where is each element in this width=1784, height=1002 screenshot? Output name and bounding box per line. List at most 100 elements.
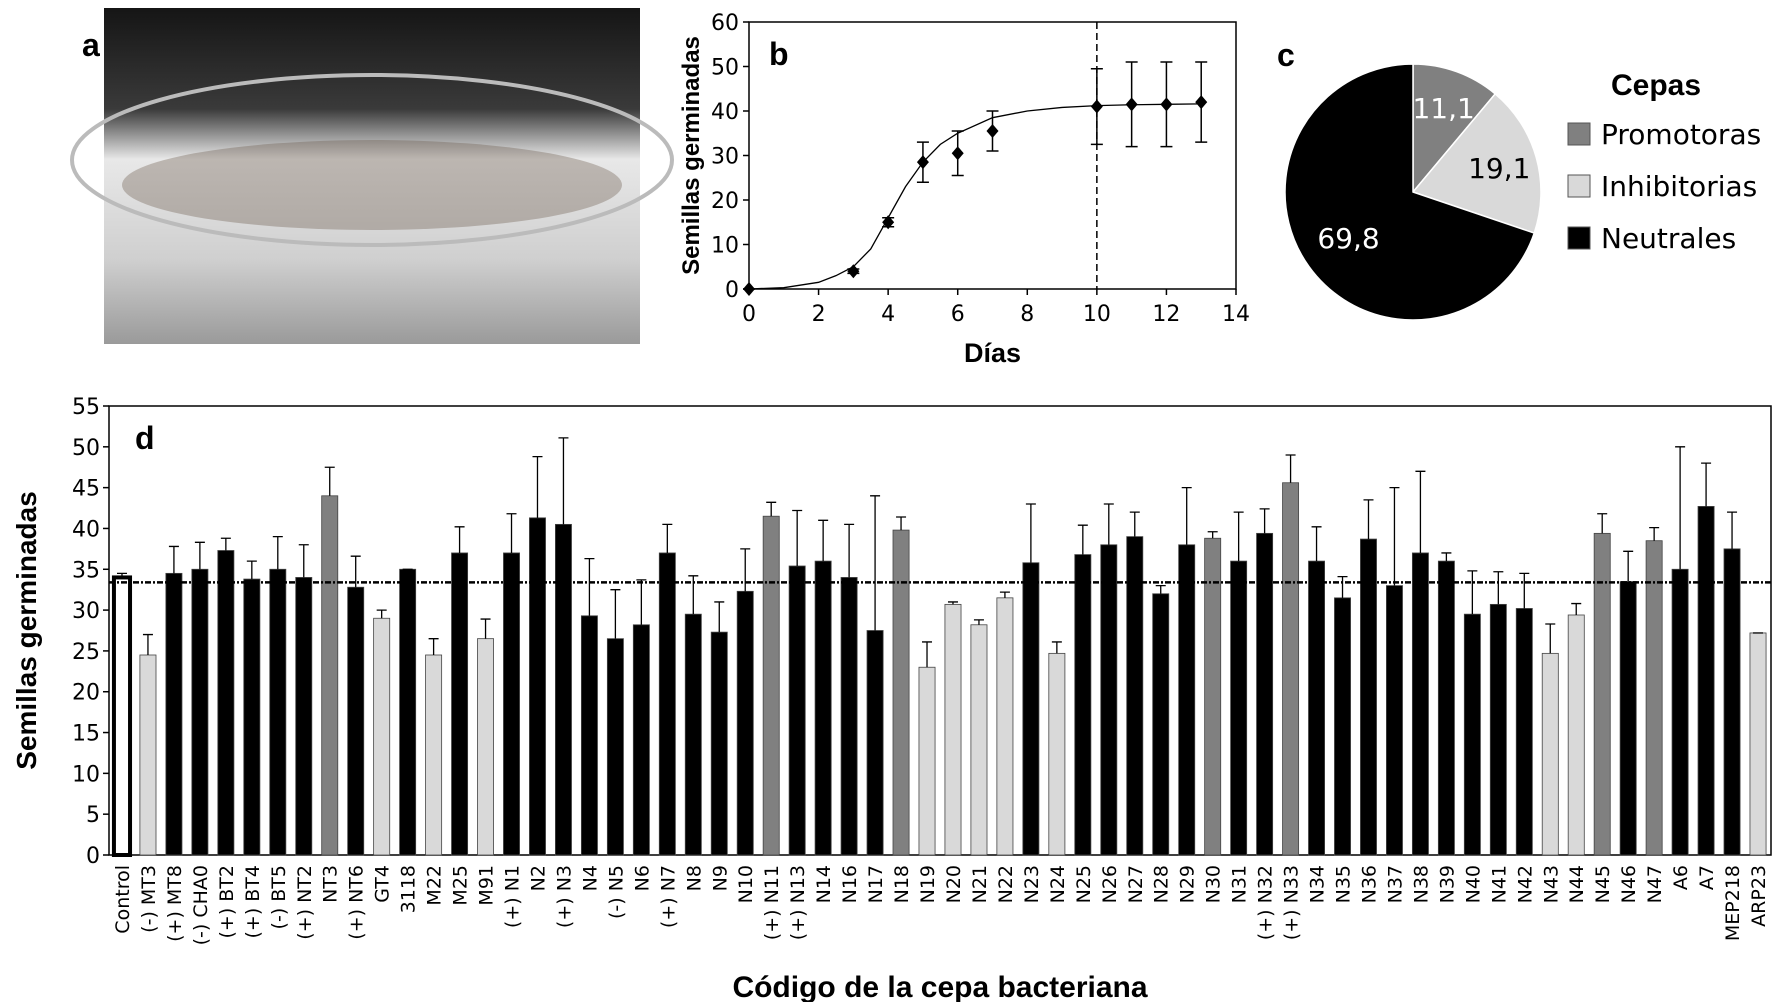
error-bar bbox=[1233, 511, 1244, 562]
legend-swatch bbox=[1567, 226, 1591, 250]
error-bar bbox=[1467, 570, 1478, 615]
error-bar bbox=[999, 591, 1010, 598]
x-tick-label: N14 bbox=[813, 865, 835, 903]
x-tick-label: N34 bbox=[1307, 865, 1329, 903]
data-point bbox=[1090, 99, 1103, 114]
error-bar bbox=[818, 519, 829, 562]
error-bar bbox=[896, 516, 907, 531]
bar bbox=[970, 624, 988, 856]
bar bbox=[191, 568, 209, 856]
bar bbox=[606, 638, 624, 856]
legend-title: Cepas bbox=[1611, 69, 1701, 102]
x-tick-label: M91 bbox=[476, 865, 498, 906]
error-bar bbox=[662, 523, 673, 553]
pie-slice bbox=[1284, 63, 1536, 321]
x-tick-label: N28 bbox=[1151, 865, 1173, 903]
error-bar bbox=[1415, 470, 1426, 553]
error-bar bbox=[428, 638, 439, 655]
error-bar bbox=[584, 558, 595, 616]
x-tick-label: (+) N1 bbox=[502, 865, 524, 928]
x-tick-label: N45 bbox=[1592, 865, 1614, 903]
x-tick-label: N46 bbox=[1618, 865, 1640, 903]
bar bbox=[1178, 544, 1196, 856]
bar bbox=[866, 630, 884, 856]
x-tick-label: 4 bbox=[881, 302, 895, 327]
x-tick-label: N6 bbox=[631, 865, 653, 891]
bar bbox=[1126, 536, 1144, 856]
bar bbox=[1489, 603, 1507, 856]
x-tick-label: N17 bbox=[865, 865, 887, 903]
fit-curve bbox=[748, 103, 1202, 290]
bar bbox=[1541, 652, 1559, 856]
x-tick-label: N44 bbox=[1566, 865, 1588, 903]
error-bar bbox=[1649, 526, 1660, 541]
x-tick-label: N19 bbox=[917, 865, 939, 903]
error-bar bbox=[792, 509, 803, 567]
y-tick-label: 0 bbox=[725, 278, 739, 303]
x-tick-label: (+) BT2 bbox=[216, 865, 238, 939]
x-tick-label: N35 bbox=[1333, 865, 1355, 903]
x-tick-label: (+) N3 bbox=[553, 865, 575, 928]
error-bar bbox=[116, 572, 127, 578]
bar bbox=[762, 515, 780, 856]
error-bar bbox=[973, 619, 984, 625]
y-tick-label: 40 bbox=[711, 100, 739, 125]
error-bar bbox=[350, 555, 361, 588]
y-tick-label: 10 bbox=[72, 762, 100, 787]
bar bbox=[1645, 540, 1663, 856]
data-point bbox=[916, 155, 929, 170]
x-tick-label: (+) N32 bbox=[1255, 865, 1277, 940]
bar bbox=[710, 631, 728, 856]
error-bar bbox=[1129, 511, 1140, 537]
error-bar bbox=[1363, 499, 1374, 540]
y-tick-label: 55 bbox=[72, 395, 100, 420]
seeds bbox=[122, 140, 622, 230]
x-tick-label: N21 bbox=[969, 865, 991, 903]
error-bar bbox=[298, 544, 309, 578]
x-tick-label: N40 bbox=[1462, 865, 1484, 903]
y-tick-label: 20 bbox=[711, 189, 739, 214]
x-tick-label: N31 bbox=[1229, 865, 1251, 903]
error-bar bbox=[1389, 486, 1400, 586]
photo bbox=[104, 8, 640, 344]
y-axis-label: Semillas germinadas bbox=[678, 36, 705, 275]
y-tick-label: 50 bbox=[711, 56, 739, 81]
error-bar bbox=[610, 589, 621, 639]
x-tick-label: 3118 bbox=[398, 865, 420, 913]
x-tick-label: N43 bbox=[1540, 865, 1562, 903]
y-tick-label: 30 bbox=[711, 145, 739, 170]
bar bbox=[555, 523, 572, 856]
legend-swatch bbox=[1567, 174, 1591, 198]
data-point bbox=[951, 146, 964, 161]
bar bbox=[425, 654, 443, 856]
x-tick-label: N39 bbox=[1436, 865, 1458, 903]
x-tick-label: N24 bbox=[1047, 865, 1069, 903]
error-bar bbox=[1077, 524, 1088, 555]
bar bbox=[1334, 597, 1351, 856]
bar bbox=[736, 590, 754, 856]
bar bbox=[529, 517, 546, 856]
x-tick-label: N26 bbox=[1099, 865, 1121, 903]
x-tick-label: (+) N11 bbox=[761, 865, 783, 940]
bar bbox=[996, 597, 1014, 856]
y-tick-label: 15 bbox=[72, 722, 100, 747]
bar bbox=[1723, 548, 1741, 856]
panel-label: b bbox=[769, 36, 789, 72]
x-tick-label: ARP23 bbox=[1748, 865, 1770, 927]
x-tick-label: M25 bbox=[450, 865, 472, 906]
y-tick-label: 5 bbox=[86, 803, 100, 828]
error-bar bbox=[1207, 531, 1218, 539]
y-axis-label: Semillas germinadas bbox=[11, 491, 42, 770]
dish-rim bbox=[70, 73, 674, 247]
x-tick-label: N9 bbox=[709, 865, 731, 891]
bar bbox=[1152, 593, 1170, 856]
bar bbox=[139, 654, 157, 856]
bar bbox=[1749, 632, 1767, 856]
error-bar bbox=[766, 501, 777, 517]
y-tick-label: 60 bbox=[711, 11, 739, 36]
bar bbox=[399, 568, 417, 856]
bar bbox=[1204, 537, 1222, 856]
bar bbox=[1515, 608, 1533, 856]
error-bar bbox=[168, 545, 179, 574]
